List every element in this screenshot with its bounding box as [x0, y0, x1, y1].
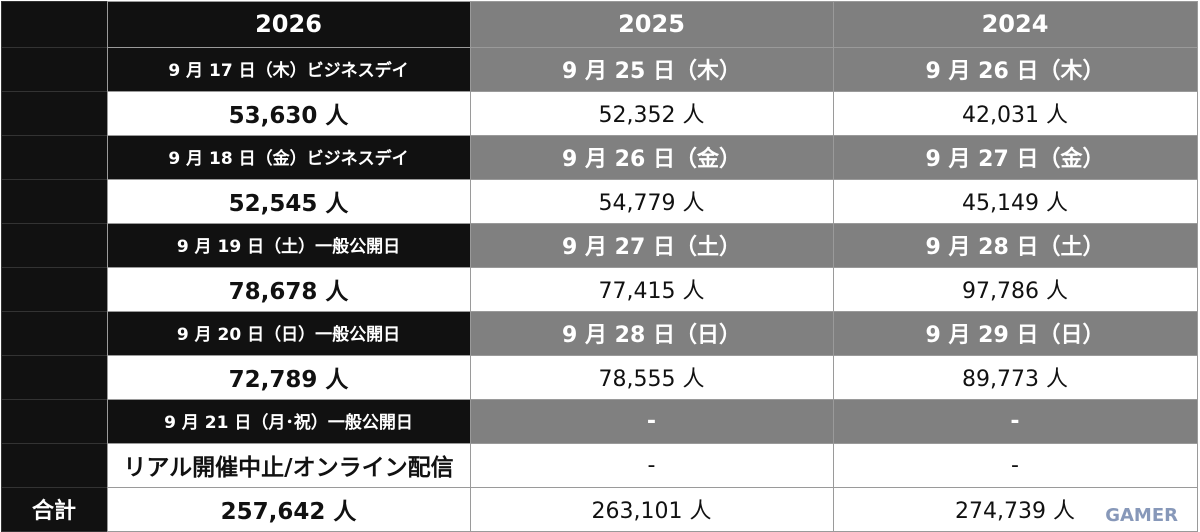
- row-label-cell: [0, 134, 108, 180]
- row-label-cell: [0, 442, 108, 488]
- value-cell: 53,630 人: [106, 90, 471, 136]
- value-cell: リアル開催中止/オンライン配信: [106, 442, 471, 488]
- date-cell: 9 月 25 日（木）: [469, 46, 834, 92]
- row-label-cell: [0, 46, 108, 92]
- total-cell: 263,101 人: [469, 486, 834, 532]
- row-label-cell: [0, 178, 108, 224]
- date-cell: 9 月 26 日（木）: [832, 46, 1198, 92]
- value-cell: 42,031 人: [832, 90, 1198, 136]
- total-label: 合計: [0, 486, 108, 532]
- date-cell: -: [469, 398, 834, 444]
- value-cell: 54,779 人: [469, 178, 834, 224]
- value-cell: 52,545 人: [106, 178, 471, 224]
- date-cell: 9 月 17 日（木）ビジネスデイ: [106, 46, 471, 92]
- row-label-cell: [0, 222, 108, 268]
- row-label-cell: [0, 266, 108, 312]
- date-cell: 9 月 27 日（土）: [469, 222, 834, 268]
- value-cell: 78,678 人: [106, 266, 471, 312]
- value-cell: 45,149 人: [832, 178, 1198, 224]
- value-cell: 52,352 人: [469, 90, 834, 136]
- date-cell: 9 月 18 日（金）ビジネスデイ: [106, 134, 471, 180]
- header-cell: 2024: [832, 0, 1198, 48]
- value-cell: -: [469, 442, 834, 488]
- row-label-cell: [0, 354, 108, 400]
- date-cell: 9 月 28 日（日）: [469, 310, 834, 356]
- date-cell: 9 月 19 日（土）一般公開日: [106, 222, 471, 268]
- value-cell: 78,555 人: [469, 354, 834, 400]
- value-cell: 77,415 人: [469, 266, 834, 312]
- total-cell: 274,739 人: [832, 486, 1198, 532]
- date-cell: 9 月 27 日（金）: [832, 134, 1198, 180]
- value-cell: -: [832, 442, 1198, 488]
- date-cell: -: [832, 398, 1198, 444]
- date-cell: 9 月 29 日（日）: [832, 310, 1198, 356]
- date-cell: 9 月 26 日（金）: [469, 134, 834, 180]
- row-label-cell: [0, 398, 108, 444]
- date-cell: 9 月 21 日（月･祝）一般公開日: [106, 398, 471, 444]
- corner-cell: [0, 0, 108, 48]
- date-cell: 9 月 20 日（日）一般公開日: [106, 310, 471, 356]
- header-cell: 2025: [469, 0, 834, 48]
- date-cell: 9 月 28 日（土）: [832, 222, 1198, 268]
- value-cell: 97,786 人: [832, 266, 1198, 312]
- value-cell: 72,789 人: [106, 354, 471, 400]
- total-cell: 257,642 人: [106, 486, 471, 532]
- row-label-cell: [0, 90, 108, 136]
- watermark: GAMER: [1105, 505, 1178, 526]
- header-cell: 2026: [106, 0, 471, 48]
- value-cell: 89,773 人: [832, 354, 1198, 400]
- row-label-cell: [0, 310, 108, 356]
